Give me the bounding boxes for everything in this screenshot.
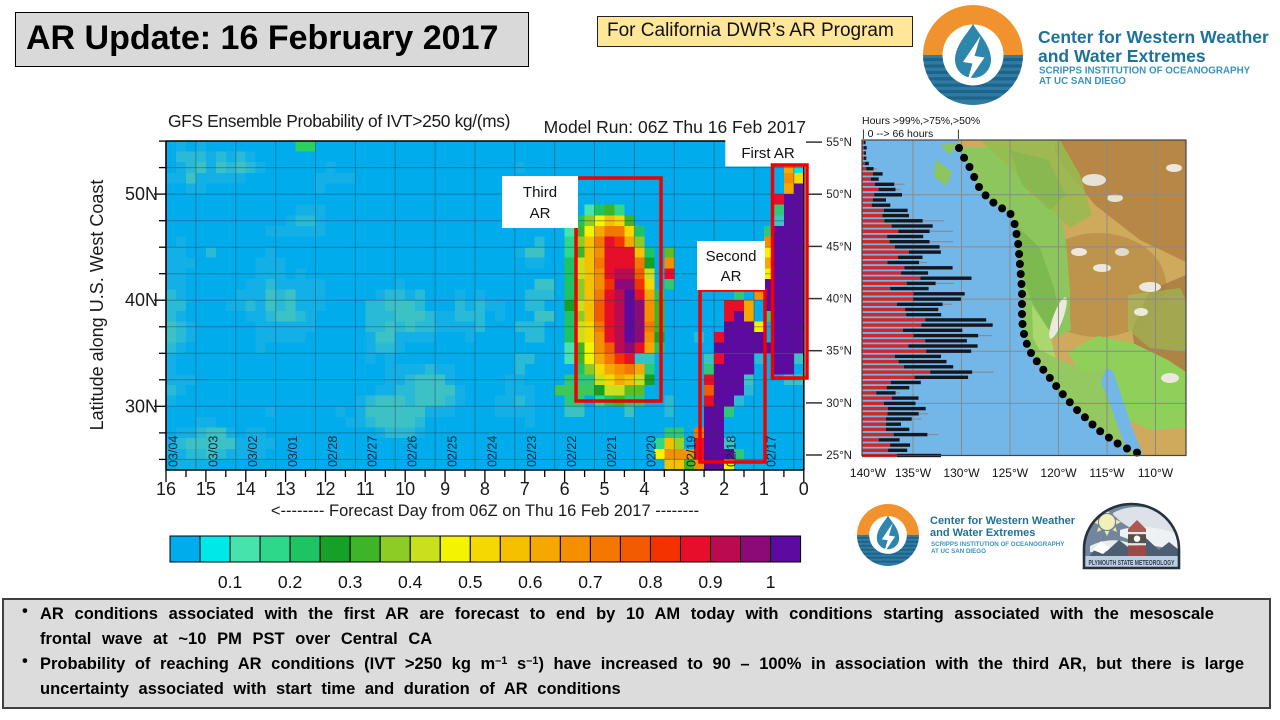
svg-text:Center for Western Weather: Center for Western Weather — [1038, 27, 1269, 47]
svg-text:25°N: 25°N — [826, 450, 852, 462]
svg-text:0.3: 0.3 — [338, 572, 362, 592]
svg-text:|: | — [957, 128, 960, 140]
svg-text:02/21: 02/21 — [605, 436, 619, 467]
svg-text:125°W: 125°W — [992, 466, 1029, 480]
svg-text:13: 13 — [276, 479, 296, 499]
svg-text:02/23: 02/23 — [525, 436, 539, 467]
svg-text:0.1: 0.1 — [218, 572, 242, 592]
svg-text:115°W: 115°W — [1089, 466, 1125, 480]
svg-text:0: 0 — [799, 479, 809, 499]
svg-text:120°W: 120°W — [1040, 466, 1077, 480]
svg-text:55°N: 55°N — [826, 137, 852, 149]
svg-text:03/04: 03/04 — [166, 436, 180, 467]
svg-text:140°W: 140°W — [850, 466, 887, 480]
svg-text:35°N: 35°N — [826, 346, 852, 358]
svg-text:Second: Second — [706, 248, 757, 265]
svg-text:3: 3 — [679, 479, 689, 499]
svg-text:1: 1 — [766, 572, 776, 592]
svg-text:Hours >99%,>75%,>50%: Hours >99%,>75%,>50% — [862, 115, 980, 127]
svg-text:4: 4 — [639, 479, 649, 499]
svg-text:45°N: 45°N — [826, 241, 852, 253]
svg-text:GFS Ensemble Probability of IV: GFS Ensemble Probability of IVT>250 kg/(… — [168, 111, 510, 131]
svg-text:02/28: 02/28 — [326, 436, 340, 467]
svg-text:03/02: 03/02 — [246, 436, 260, 467]
svg-text:16: 16 — [156, 479, 176, 499]
svg-text:AT UC SAN DIEGO: AT UC SAN DIEGO — [931, 548, 986, 555]
svg-text:Model Run: 06Z Thu 16 Feb 2017: Model Run: 06Z Thu 16 Feb 2017 — [544, 117, 806, 137]
svg-text:5: 5 — [599, 479, 609, 499]
svg-text:30N: 30N — [125, 396, 158, 416]
svg-text:AT UC SAN DIEGO: AT UC SAN DIEGO — [1039, 76, 1126, 87]
svg-text:2: 2 — [719, 479, 729, 499]
svg-text:0.4: 0.4 — [398, 572, 423, 592]
svg-text:9: 9 — [440, 479, 450, 499]
svg-text:02/20: 02/20 — [645, 436, 659, 467]
svg-text:03/01: 03/01 — [286, 436, 300, 467]
svg-text:15: 15 — [196, 479, 216, 499]
svg-text:0.5: 0.5 — [458, 572, 482, 592]
svg-text:AR: AR — [721, 268, 742, 285]
svg-text:SCRIPPS INSTITUTION OF OCEANOG: SCRIPPS INSTITUTION OF OCEANOGRAPHY — [1039, 66, 1251, 77]
svg-text:135°W: 135°W — [895, 466, 932, 480]
svg-text:and Water Extremes: and Water Extremes — [1038, 46, 1206, 66]
svg-text:7: 7 — [520, 479, 530, 499]
svg-text:Third: Third — [523, 184, 557, 201]
svg-text:and Water Extremes: and Water Extremes — [930, 527, 1035, 539]
svg-text:10: 10 — [395, 479, 415, 499]
svg-text:0.8: 0.8 — [638, 572, 662, 592]
svg-text:6: 6 — [560, 479, 570, 499]
svg-text:02/27: 02/27 — [366, 436, 380, 467]
svg-text:30°N: 30°N — [826, 398, 852, 410]
svg-text:12: 12 — [315, 479, 335, 499]
svg-text:AR: AR — [530, 205, 551, 222]
svg-text:03/03: 03/03 — [206, 436, 220, 467]
svg-text:0.9: 0.9 — [698, 572, 722, 592]
svg-text:0.7: 0.7 — [578, 572, 602, 592]
svg-text:0.6: 0.6 — [518, 572, 542, 592]
svg-text:40°N: 40°N — [826, 294, 852, 306]
svg-text:Latitude along U.S. West Coast: Latitude along U.S. West Coast — [87, 180, 107, 431]
svg-text:02/18: 02/18 — [724, 436, 738, 467]
svg-text:50N: 50N — [125, 184, 158, 204]
svg-text:1: 1 — [759, 479, 769, 499]
svg-text:50°N: 50°N — [826, 189, 852, 201]
svg-text:02/24: 02/24 — [485, 436, 499, 467]
svg-text:110°W: 110°W — [1138, 466, 1174, 480]
svg-text:PLYMOUTH STATE METEOROLOGY: PLYMOUTH STATE METEOROLOGY — [1089, 558, 1175, 567]
svg-text:<-------- Forecast Day from 06: <-------- Forecast Day from 06Z on Thu 1… — [271, 502, 699, 520]
svg-text:First AR: First AR — [741, 145, 795, 162]
svg-text:02/22: 02/22 — [565, 436, 579, 467]
svg-text:SCRIPPS INSTITUTION OF OCEANOG: SCRIPPS INSTITUTION OF OCEANOGRAPHY — [931, 541, 1065, 548]
svg-text:02/19: 02/19 — [685, 436, 699, 467]
svg-text:Center for Western Weather: Center for Western Weather — [930, 515, 1076, 527]
svg-text:40N: 40N — [125, 290, 158, 310]
svg-text:130°W: 130°W — [943, 466, 980, 480]
svg-text:02/25: 02/25 — [445, 436, 459, 467]
svg-text:11: 11 — [356, 479, 375, 499]
svg-text:0.2: 0.2 — [278, 572, 302, 592]
svg-text:| 0 --> 66 hours: | 0 --> 66 hours — [862, 128, 933, 140]
svg-text:8: 8 — [480, 479, 490, 499]
svg-text:14: 14 — [236, 479, 256, 499]
svg-text:02/17: 02/17 — [764, 436, 778, 467]
svg-text:02/26: 02/26 — [406, 436, 420, 467]
